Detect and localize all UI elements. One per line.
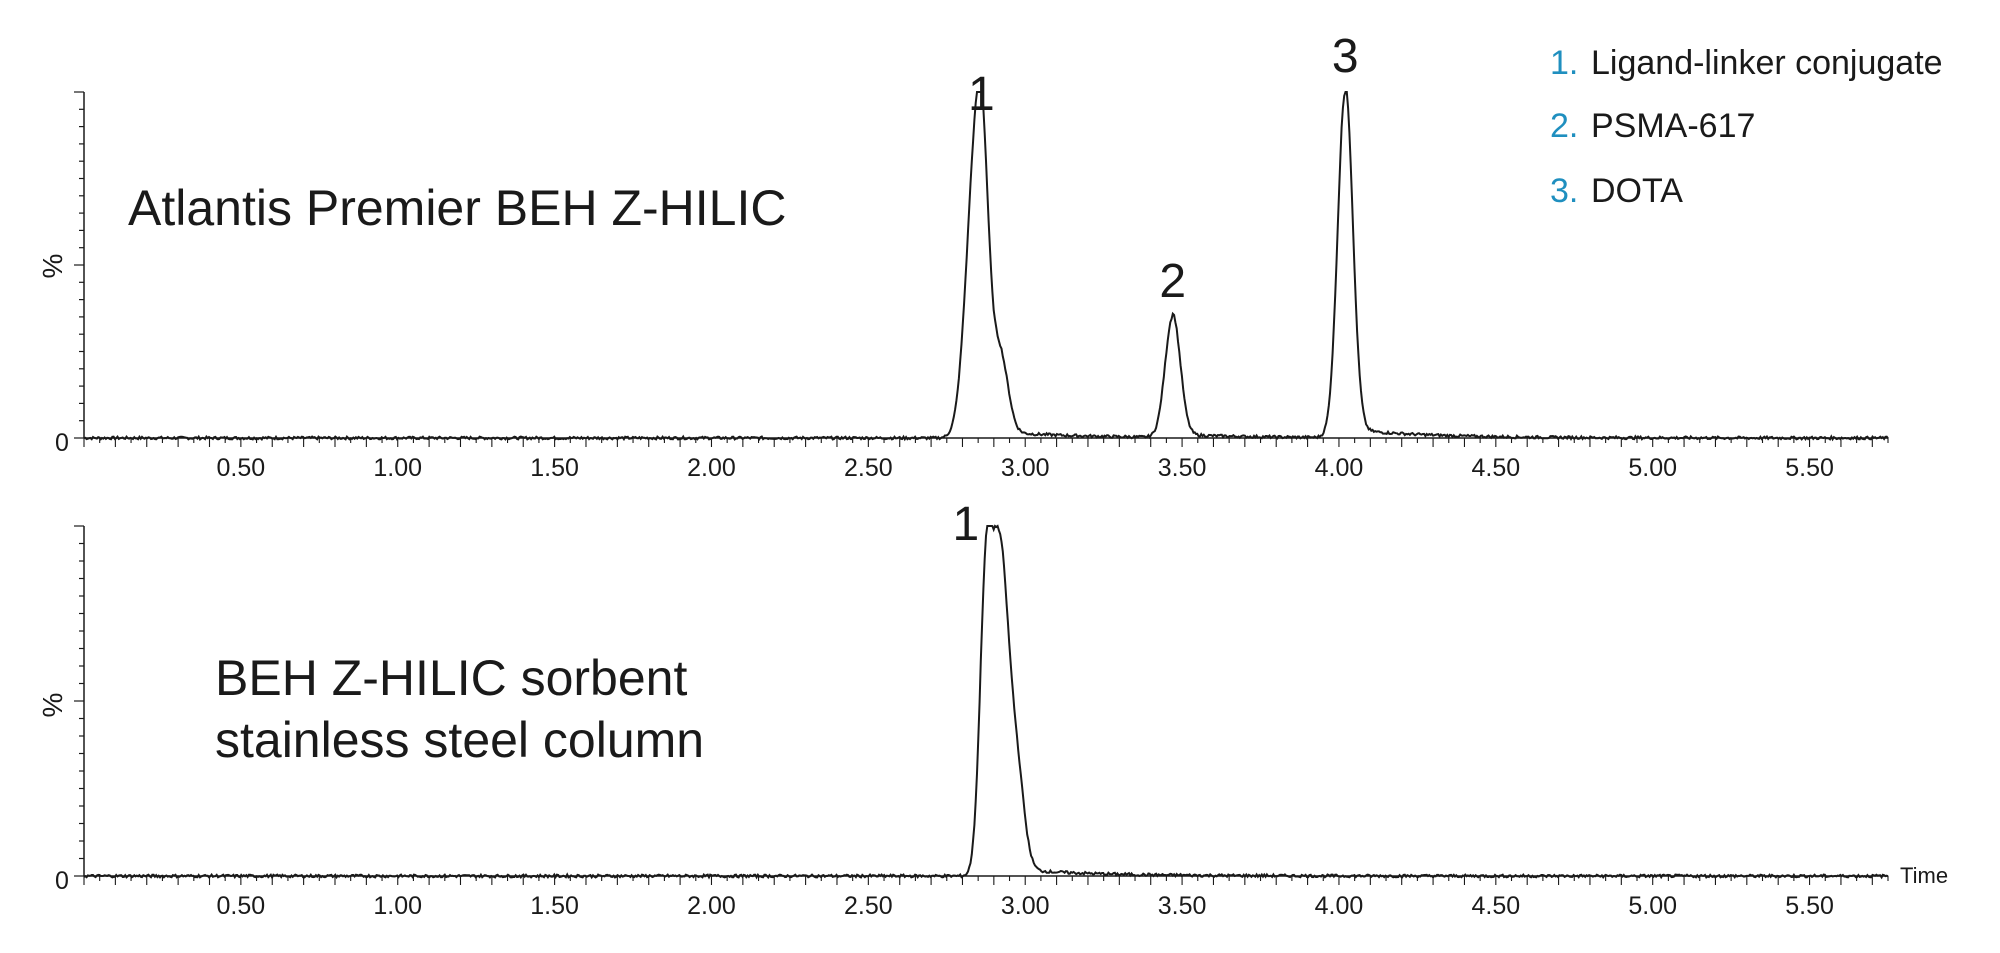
x-tick-label: 4.00 [1315,454,1364,482]
peak-label-1: 1 [952,498,979,551]
x-tick-label: 5.00 [1628,892,1677,920]
legend-label-2: PSMA-617 [1591,107,1755,145]
x-tick-label: 2.50 [844,892,893,920]
peak-label-1: 1 [968,68,995,121]
peak-label-3: 3 [1332,30,1359,83]
x-tick-label: 4.00 [1315,892,1364,920]
panel-title-bottom-line-1: BEH Z-HILIC sorbent [215,650,687,706]
x-tick-label: 3.00 [1001,892,1050,920]
trace-top [83,91,1889,442]
x-tick-label: 1.00 [373,892,422,920]
x-tick-label: 3.50 [1158,892,1207,920]
x-tick-label: 0.50 [217,892,266,920]
legend-item-1: 1. Ligand-linker conjugate [1550,44,1943,82]
legend: 1. Ligand-linker conjugate 2. PSMA-617 3… [1550,44,1943,210]
legend-label-3: DOTA [1591,172,1683,210]
y-axis-bottom [74,525,85,877]
x-tick-label: 2.50 [844,454,893,482]
x-tick-label: 1.50 [530,892,579,920]
x-tick-label: 1.00 [373,454,422,482]
legend-item-3: 3. DOTA [1550,172,1683,210]
x-tick-label: 5.50 [1785,454,1834,482]
x-tick-label: 2.00 [687,454,736,482]
trace-bottom [83,524,1889,880]
y-axis-top [74,91,85,439]
y-axis-label-bottom: % [37,693,68,718]
x-tick-label: 2.00 [687,892,736,920]
legend-label-1: Ligand-linker conjugate [1591,44,1943,82]
legend-number-1: 1. [1550,44,1578,82]
peak-label-2: 2 [1159,255,1186,308]
x-axis-bottom: 0.50 1.00 1.50 2.00 2.50 3.00 3.50 4.00 4.50 5.00… [83,875,1889,920]
legend-item-2: 2. PSMA-617 [1550,107,1755,145]
x-tick-label: 3.50 [1158,454,1207,482]
panel-bottom: 0.50 1.00 1.50 2.00 2.50 3.00 3.50 4.00 4.50 5.00… [37,498,1948,920]
y-tick-zero-bottom: 0 [55,867,69,895]
legend-number-3: 3. [1550,172,1578,210]
x-tick-label: 5.00 [1628,454,1677,482]
x-tick-label: 4.50 [1471,892,1520,920]
x-tick-label: 5.50 [1785,892,1834,920]
y-axis-label-top: % [37,254,68,279]
legend-number-2: 2. [1550,107,1578,145]
y-tick-zero-top: 0 [55,429,69,457]
panel-title-top: Atlantis Premier BEH Z-HILIC [128,180,786,236]
x-tick-label: 4.50 [1471,454,1520,482]
x-axis-top: 0.50 1.00 1.50 2.00 2.50 3.00 3.50 4.00 4.50 5.00… [83,437,1889,482]
x-tick-label: 1.50 [530,454,579,482]
x-tick-label: 3.00 [1001,454,1050,482]
panel-title-bottom-line-2: stainless steel column [215,712,704,768]
panel-top: 0.50 1.00 1.50 2.00 2.50 3.00 3.50 4.00 4.50 5.00… [37,30,1889,482]
x-tick-label: 0.50 [217,454,266,482]
x-axis-label-time: Time [1900,863,1948,888]
